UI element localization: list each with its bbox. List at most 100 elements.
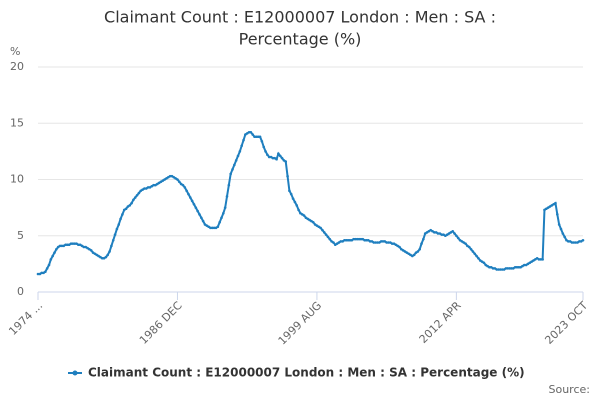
- x-tick-label: 1999 AUG: [276, 299, 325, 348]
- data-point: [256, 135, 260, 139]
- data-point: [135, 193, 139, 197]
- data-point: [236, 154, 240, 158]
- series-line: [38, 131, 584, 275]
- data-point: [189, 196, 192, 199]
- data-point: [106, 253, 110, 257]
- data-point: [504, 267, 508, 270]
- data-point: [117, 223, 121, 226]
- x-tick-label: 2012 APR: [417, 299, 464, 346]
- data-point: [365, 238, 368, 242]
- data-point: [132, 198, 135, 202]
- data-point: [240, 144, 243, 148]
- data-point: [251, 133, 254, 136]
- data-point: [146, 186, 150, 189]
- data-point: [293, 200, 297, 204]
- data-point: [433, 231, 436, 234]
- data-point: [326, 235, 330, 239]
- data-point: [387, 241, 390, 244]
- data-point: [194, 206, 198, 209]
- data-point: [44, 270, 47, 274]
- y-tick-label: 0: [17, 285, 24, 298]
- data-point: [130, 201, 133, 205]
- data-point: [467, 245, 471, 249]
- data-point: [422, 237, 425, 241]
- data-point: [200, 216, 203, 220]
- data-point: [64, 243, 67, 247]
- data-point: [152, 183, 155, 187]
- data-point: [418, 247, 421, 251]
- data-point: [121, 213, 124, 216]
- data-point: [124, 207, 128, 211]
- data-point: [168, 174, 172, 178]
- data-point: [73, 242, 77, 245]
- data-point: [477, 256, 480, 260]
- data-point: [515, 265, 519, 269]
- data-point: [522, 263, 526, 267]
- data-point: [346, 238, 350, 242]
- data-point: [247, 130, 251, 134]
- data-point: [280, 156, 284, 160]
- data-point: [297, 208, 300, 212]
- data-point: [196, 209, 199, 213]
- data-point: [264, 150, 267, 153]
- data-point: [541, 258, 544, 261]
- data-point: [469, 247, 473, 251]
- data-point: [222, 211, 225, 215]
- data-point: [561, 232, 565, 235]
- data-point: [453, 232, 456, 235]
- data-point: [344, 238, 348, 242]
- data-point: [537, 258, 541, 261]
- data-point: [557, 223, 561, 226]
- data-point: [372, 241, 376, 244]
- data-point: [328, 237, 332, 241]
- data-point: [348, 238, 352, 242]
- data-point: [482, 261, 486, 265]
- y-tick-label: 5: [17, 229, 24, 242]
- data-point: [570, 241, 574, 244]
- data-point: [111, 238, 115, 242]
- data-point: [368, 240, 372, 243]
- data-point: [499, 268, 502, 271]
- data-point: [183, 186, 187, 189]
- data-point: [242, 138, 245, 142]
- data-point: [324, 233, 328, 236]
- data-point: [229, 172, 232, 176]
- data-point: [381, 240, 385, 243]
- data-point: [497, 268, 500, 271]
- y-tick-label: 20: [10, 60, 24, 73]
- data-point: [567, 240, 570, 243]
- data-point: [398, 245, 401, 249]
- data-point: [115, 227, 119, 231]
- data-point: [177, 180, 181, 184]
- data-point: [255, 135, 258, 139]
- data-point: [185, 189, 188, 193]
- data-point: [559, 227, 563, 231]
- data-point: [436, 232, 440, 235]
- data-point: [143, 187, 146, 190]
- data-point: [440, 233, 444, 236]
- data-point: [267, 155, 271, 159]
- data-point: [357, 237, 361, 241]
- data-point: [60, 244, 64, 248]
- data-point: [412, 253, 416, 257]
- data-point: [218, 220, 221, 224]
- data-point: [332, 241, 335, 244]
- data-point: [51, 254, 54, 258]
- data-point: [249, 130, 253, 134]
- data-point: [133, 196, 137, 199]
- data-point: [471, 250, 475, 253]
- data-point: [69, 242, 73, 245]
- data-point: [66, 243, 69, 247]
- data-point: [295, 204, 299, 207]
- data-point: [517, 265, 521, 269]
- data-point: [475, 254, 478, 258]
- data-point: [220, 216, 223, 220]
- data-point: [190, 199, 194, 203]
- data-point: [291, 197, 295, 200]
- data-point: [508, 267, 511, 270]
- data-point: [311, 220, 315, 224]
- data-point: [233, 163, 236, 167]
- data-point: [176, 178, 179, 181]
- data-point: [137, 191, 141, 195]
